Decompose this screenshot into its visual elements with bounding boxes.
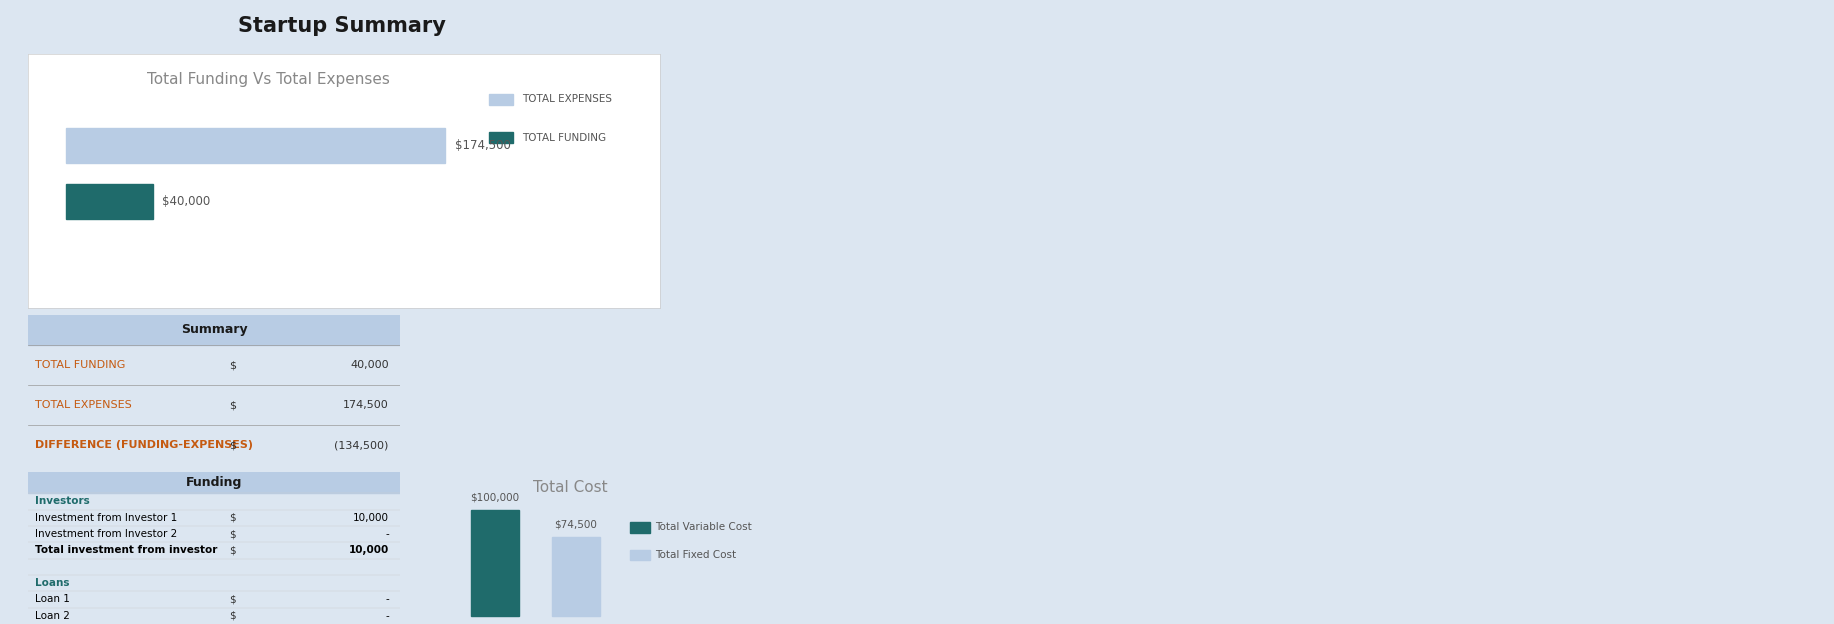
Text: Loan 1: Loan 1 [35, 595, 70, 605]
Text: Total Fixed Cost: Total Fixed Cost [655, 550, 737, 560]
Text: Total Variable Cost: Total Variable Cost [655, 522, 752, 532]
Text: 10,000: 10,000 [352, 513, 389, 523]
Text: Total Cost: Total Cost [534, 480, 607, 495]
Text: $: $ [229, 529, 237, 539]
Text: Loan 2: Loan 2 [35, 611, 70, 621]
Text: Summary: Summary [182, 323, 248, 336]
Bar [66, 128, 446, 163]
Text: Funding: Funding [185, 476, 242, 489]
Text: Startup Summary: Startup Summary [238, 16, 446, 36]
Bar [490, 94, 514, 105]
Text: Investment from Investor 1: Investment from Investor 1 [35, 513, 178, 523]
Text: $100,000: $100,000 [470, 492, 519, 502]
Text: Loans: Loans [35, 578, 70, 588]
Text: -: - [385, 529, 389, 539]
Text: $: $ [229, 360, 237, 370]
Text: $40,000: $40,000 [163, 195, 211, 208]
Bar [629, 550, 649, 560]
Bar [552, 537, 600, 617]
Bar [471, 510, 519, 617]
Text: TOTAL EXPENSES: TOTAL EXPENSES [523, 94, 613, 104]
Text: $: $ [229, 545, 237, 555]
Text: Investors: Investors [35, 497, 90, 507]
Text: TOTAL FUNDING: TOTAL FUNDING [35, 360, 127, 370]
Text: DIFFERENCE (FUNDING-EXPENSES): DIFFERENCE (FUNDING-EXPENSES) [35, 440, 253, 450]
Text: Total Funding Vs Total Expenses: Total Funding Vs Total Expenses [147, 72, 389, 87]
Bar [66, 183, 152, 219]
Text: TOTAL EXPENSES: TOTAL EXPENSES [35, 400, 132, 410]
Bar [28, 315, 400, 345]
Text: $74,500: $74,500 [554, 520, 598, 530]
Text: $: $ [229, 595, 237, 605]
Bar [629, 522, 649, 533]
Text: 174,500: 174,500 [343, 400, 389, 410]
Text: $: $ [229, 440, 237, 450]
Text: $: $ [229, 611, 237, 621]
Text: Investment from Investor 2: Investment from Investor 2 [35, 529, 178, 539]
Text: 10,000: 10,000 [348, 545, 389, 555]
Text: $174,500: $174,500 [455, 139, 510, 152]
Text: $: $ [229, 513, 237, 523]
Text: TOTAL FUNDING: TOTAL FUNDING [523, 132, 607, 142]
Text: $: $ [229, 400, 237, 410]
Text: -: - [385, 595, 389, 605]
Text: Total investment from investor: Total investment from investor [35, 545, 218, 555]
Bar [28, 472, 400, 494]
Text: -: - [385, 611, 389, 621]
Text: (134,500): (134,500) [334, 440, 389, 450]
Bar [490, 132, 514, 143]
Text: 40,000: 40,000 [350, 360, 389, 370]
